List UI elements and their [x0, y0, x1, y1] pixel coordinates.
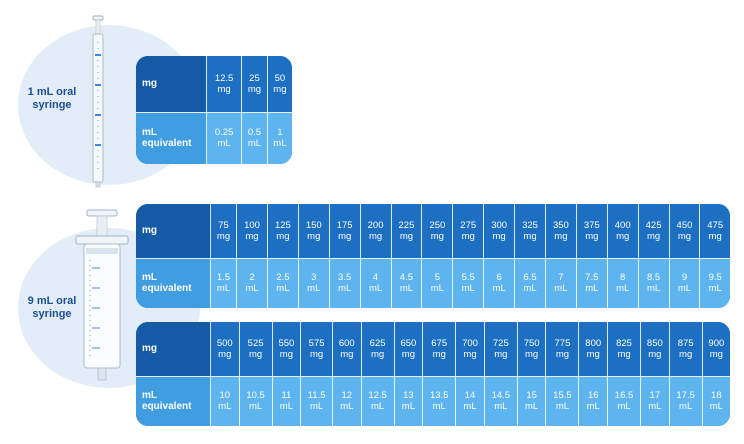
- table-cell-ml: 12 mL: [332, 375, 362, 426]
- table-cell-mg: 125 mg: [266, 204, 299, 259]
- table-cell-ml: 1.5 mL: [209, 257, 237, 308]
- table-cell-mg: 150 mg: [297, 204, 330, 259]
- table-cell-ml: 14 mL: [455, 375, 485, 426]
- table-cell-ml: 2.5 mL: [266, 257, 299, 308]
- table-cell-mg: 850 mg: [640, 322, 670, 377]
- table-cell-mg: 250 mg: [421, 204, 453, 259]
- table-cell-ml: 5.5 mL: [452, 257, 484, 308]
- row-label-mg: mg: [136, 56, 207, 113]
- table-cell-ml: 16 mL: [578, 375, 608, 426]
- table-cell-mg: 100 mg: [236, 204, 268, 259]
- table-cell-ml: 4.5 mL: [390, 257, 422, 308]
- table-cell-ml: 6.5 mL: [514, 257, 546, 308]
- table-cell-mg: 725 mg: [483, 322, 518, 377]
- table-cell-ml: 5 mL: [421, 257, 453, 308]
- table-cell-ml: 11 mL: [271, 375, 301, 426]
- table-cell-mg: 500 mg: [210, 322, 240, 377]
- row-label-mg: mg: [136, 322, 211, 377]
- table-cell-mg: 900 mg: [701, 322, 730, 377]
- table-cell-mg: 650 mg: [393, 322, 423, 377]
- table-cell-mg: 825 mg: [607, 322, 641, 377]
- table-1ml-dosage: mg 12.5 mg 25 mg 50 mg mL equivalent 0.2…: [136, 56, 292, 164]
- table-cell-mg: 400 mg: [606, 204, 639, 259]
- table-cell-mg: 800 mg: [578, 322, 608, 377]
- table-cell-ml: 11.5 mL: [300, 375, 333, 426]
- table-cell-ml: 10.5 mL: [238, 375, 273, 426]
- table-cell-ml: 8.5 mL: [637, 257, 670, 308]
- table-cell-mg: 225 mg: [390, 204, 422, 259]
- table-cell-mg: 25 mg: [241, 56, 268, 113]
- table-cell-mg: 50 mg: [266, 56, 292, 113]
- table-cell-mg: 600 mg: [332, 322, 362, 377]
- oral-syringe-9ml-icon: [75, 209, 129, 381]
- table-cell-mg: 475 mg: [699, 204, 730, 259]
- table-cell-mg: 375 mg: [575, 204, 608, 259]
- table-9ml-dosage-part-1: mg 75 mg 100 mg 125 mg 150 mg 175 mg 200…: [136, 204, 730, 308]
- table-cell-ml: 13.5 mL: [422, 375, 456, 426]
- table-cell-mg: 200 mg: [359, 204, 391, 259]
- table-cell-ml: 2 mL: [236, 257, 268, 308]
- table-cell-mg: 775 mg: [545, 322, 579, 377]
- table-cell-mg: 875 mg: [668, 322, 703, 377]
- syringe-1ml-label: 1 mL oral syringe: [27, 86, 77, 111]
- table-cell-ml: 18 mL: [701, 375, 730, 426]
- table-cell-ml: 6 mL: [483, 257, 515, 308]
- table-cell-ml: 7.5 mL: [575, 257, 608, 308]
- table-cell-ml: 12.5 mL: [360, 375, 395, 426]
- table-9ml-dosage-part-2: mg 500 mg 525 mg 550 mg 575 mg 600 mg 62…: [136, 322, 730, 426]
- table-cell-ml: 0.5 mL: [241, 111, 268, 164]
- row-label-ml: mL equivalent: [136, 375, 211, 426]
- table-cell-ml: 7 mL: [544, 257, 577, 308]
- table-cell-mg: 75 mg: [209, 204, 237, 259]
- table-cell-mg: 350 mg: [544, 204, 577, 259]
- oral-syringe-1ml-icon: [92, 15, 104, 188]
- table-cell-ml: 1 mL: [266, 111, 292, 164]
- table-cell-mg: 325 mg: [514, 204, 546, 259]
- table-cell-ml: 8 mL: [606, 257, 639, 308]
- table-cell-ml: 14.5 mL: [483, 375, 518, 426]
- table-cell-ml: 3 mL: [297, 257, 330, 308]
- table-cell-ml: 17.5 mL: [668, 375, 703, 426]
- table-cell-mg: 425 mg: [637, 204, 670, 259]
- table-cell-mg: 12.5 mg: [205, 56, 242, 113]
- table-cell-mg: 750 mg: [516, 322, 546, 377]
- table-cell-mg: 700 mg: [455, 322, 485, 377]
- syringe-9ml-label: 9 mL oral syringe: [27, 295, 77, 320]
- table-cell-ml: 9.5 mL: [699, 257, 730, 308]
- table-cell-ml: 17 mL: [640, 375, 670, 426]
- table-cell-ml: 3.5 mL: [328, 257, 361, 308]
- table-cell-ml: 10 mL: [210, 375, 240, 426]
- table-cell-mg: 450 mg: [668, 204, 700, 259]
- table-cell-ml: 4 mL: [359, 257, 391, 308]
- table-cell-mg: 300 mg: [483, 204, 515, 259]
- table-cell-mg: 525 mg: [238, 322, 273, 377]
- table-cell-mg: 625 mg: [360, 322, 395, 377]
- table-cell-mg: 675 mg: [422, 322, 456, 377]
- table-cell-ml: 9 mL: [668, 257, 700, 308]
- row-label-mg: mg: [136, 204, 211, 259]
- table-cell-mg: 550 mg: [271, 322, 301, 377]
- table-cell-ml: 15.5 mL: [545, 375, 579, 426]
- table-cell-mg: 275 mg: [452, 204, 484, 259]
- table-cell-mg: 575 mg: [300, 322, 333, 377]
- table-cell-ml: 15 mL: [516, 375, 546, 426]
- row-label-ml: mL equivalent: [136, 257, 211, 308]
- table-cell-ml: 13 mL: [393, 375, 423, 426]
- table-cell-ml: 0.25 mL: [205, 111, 242, 164]
- table-cell-mg: 175 mg: [328, 204, 361, 259]
- table-cell-ml: 16.5 mL: [607, 375, 641, 426]
- row-label-ml: mL equivalent: [136, 111, 207, 164]
